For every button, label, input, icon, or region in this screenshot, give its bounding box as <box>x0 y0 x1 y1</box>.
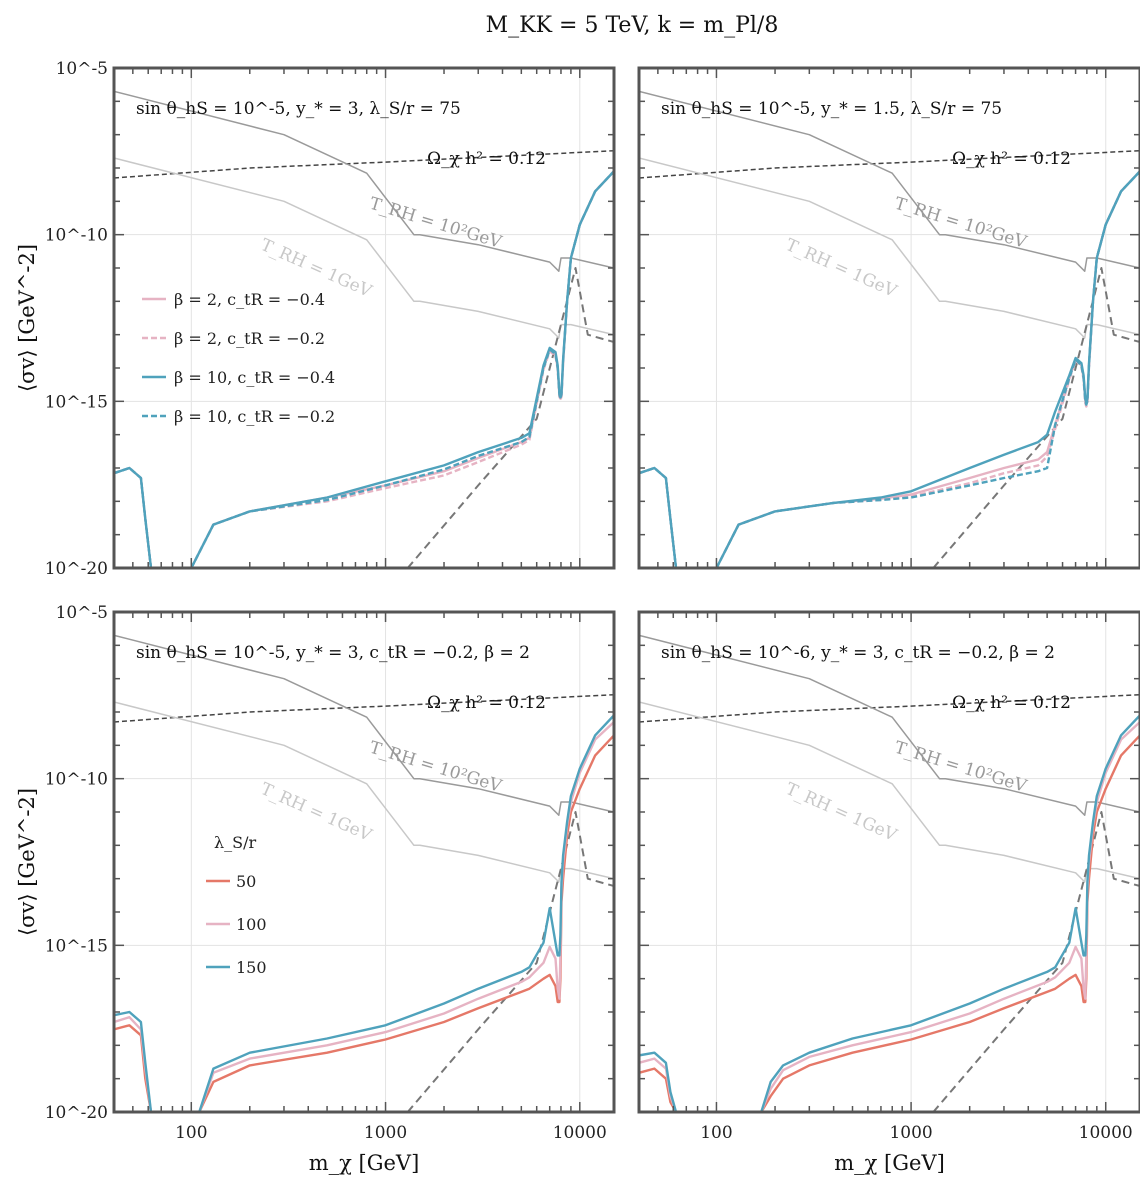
trh-1gev-label: T_RH = 1GeV <box>782 779 900 846</box>
relic-density-label: Ω_χ h² = 0.12 <box>952 693 1071 713</box>
x-tick-label: 100 <box>700 1123 732 1143</box>
plot-frame <box>637 66 1140 570</box>
y-tick-label: 10^-15 <box>45 392 108 412</box>
panel-title: sin θ_hS = 10^-5, y_* = 1.5, λ_S/r = 75 <box>661 99 1002 119</box>
legend-entry: 150 <box>236 958 267 977</box>
series-kinetic-line <box>406 811 614 1112</box>
y-tick-label: 10^-15 <box>45 936 108 956</box>
relic-density-label: Ω_χ h² = 0.12 <box>427 149 546 169</box>
x-tick-label: 1000 <box>364 1123 407 1143</box>
series-trh_high-line <box>114 634 614 816</box>
legend: λ_S/r 50 100 150 <box>206 833 267 977</box>
series-trh_high-line <box>639 90 1140 272</box>
series-dm-pink-line <box>639 170 1140 568</box>
y-axis-label: ⟨σv⟩ [GeV^-2] <box>15 244 39 392</box>
series-trh_low-line <box>639 701 1140 883</box>
legend-entry: β = 2, c_tR = −0.2 <box>174 329 325 348</box>
series-trh_low-line <box>114 157 614 339</box>
series-relic-line <box>114 693 614 723</box>
series-dm-blue-line <box>114 714 614 1112</box>
trh-100gev-label: T_RH = 10²GeV <box>367 194 504 253</box>
y-tick-label: 10^-20 <box>45 559 108 579</box>
plot-frame <box>112 610 616 1114</box>
series-dm-blue-dashed-line <box>114 170 614 568</box>
series-dm-blue-dashed-line <box>639 170 1140 568</box>
panels: 10^-5 10^-10 10^-15 10^-20 ⟨σv⟩ [GeV^-2] sin … <box>15 59 1140 1175</box>
legend-title: λ_S/r <box>214 833 256 852</box>
series-dm-pink-line <box>114 721 614 1112</box>
series-dm-blue-line <box>639 714 1140 1112</box>
x-axis-label: m_χ [GeV] <box>834 1151 945 1175</box>
series-trh_high-line <box>639 634 1140 816</box>
plot-frame <box>637 610 1140 1114</box>
series-trh_low-line <box>639 157 1140 339</box>
series-relic-line <box>114 149 614 179</box>
series-dm-blue-line <box>639 170 1140 568</box>
series-trh_high-line <box>114 90 614 272</box>
series-relic-line <box>639 149 1140 179</box>
relic-density-label: Ω_χ h² = 0.12 <box>427 693 546 713</box>
legend-entry: 50 <box>236 872 256 891</box>
panel-4: 100 1000 10000 m_χ [GeV] sin θ_hS = 10^-6, y… <box>637 610 1140 1175</box>
x-tick-label: 10000 <box>553 1123 607 1143</box>
panel-title: sin θ_hS = 10^-5, y_* = 3, λ_S/r = 75 <box>136 99 461 119</box>
legend-entry: β = 10, c_tR = −0.4 <box>174 368 335 387</box>
panel-title: sin θ_hS = 10^-5, y_* = 3, c_tR = −0.2, … <box>136 643 530 663</box>
series-dm-pink-line <box>639 721 1140 1112</box>
trh-1gev-label: T_RH = 1GeV <box>782 235 900 302</box>
panel-3: 100 1000 10000 m_χ [GeV] 10^-5 10^-10 10^-15 10… <box>15 603 616 1175</box>
y-tick-label: 10^-5 <box>56 603 108 623</box>
y-axis-label: ⟨σv⟩ [GeV^-2] <box>15 788 39 936</box>
panel-1: 10^-5 10^-10 10^-15 10^-20 ⟨σv⟩ [GeV^-2] sin … <box>15 59 616 579</box>
legend-entry: β = 10, c_tR = −0.2 <box>174 407 335 426</box>
x-tick-label: 100 <box>175 1123 207 1143</box>
series-kinetic-line <box>932 267 1140 568</box>
x-tick-label: 10000 <box>1079 1123 1133 1143</box>
trh-100gev-label: T_RH = 10²GeV <box>892 738 1029 797</box>
legend-entry: β = 2, c_tR = −0.4 <box>174 290 325 309</box>
legend: β = 2, c_tR = −0.4 β = 2, c_tR = −0.2 β = … <box>142 290 335 426</box>
plot-frame <box>112 66 616 570</box>
panel-title: sin θ_hS = 10^-6, y_* = 3, c_tR = −0.2, … <box>661 643 1055 663</box>
series-relic-line <box>639 693 1140 723</box>
series-dm-salmon-line <box>114 734 614 1112</box>
series-dm-pink-dashed-line <box>639 170 1140 568</box>
panel-2: sin θ_hS = 10^-5, y_* = 1.5, λ_S/r = 75 Ω… <box>637 66 1140 570</box>
series-dm-salmon-line <box>639 734 1140 1112</box>
trh-100gev-label: T_RH = 10²GeV <box>367 738 504 797</box>
relic-density-label: Ω_χ h² = 0.12 <box>952 149 1071 169</box>
trh-1gev-label: T_RH = 1GeV <box>257 779 375 846</box>
legend-entry: 100 <box>236 915 267 934</box>
y-tick-label: 10^-10 <box>45 770 108 790</box>
y-tick-label: 10^-5 <box>56 59 108 79</box>
series-kinetic-line <box>406 267 614 568</box>
series-kinetic-line <box>932 811 1140 1112</box>
x-axis-label: m_χ [GeV] <box>309 1151 420 1175</box>
series-trh_low-line <box>114 701 614 883</box>
x-tick-label: 1000 <box>889 1123 932 1143</box>
figure-title: M_KK = 5 TeV, k = m_Pl/8 <box>486 13 779 38</box>
y-tick-label: 10^-10 <box>45 226 108 246</box>
y-tick-label: 10^-20 <box>45 1103 108 1123</box>
trh-100gev-label: T_RH = 10²GeV <box>892 194 1029 253</box>
